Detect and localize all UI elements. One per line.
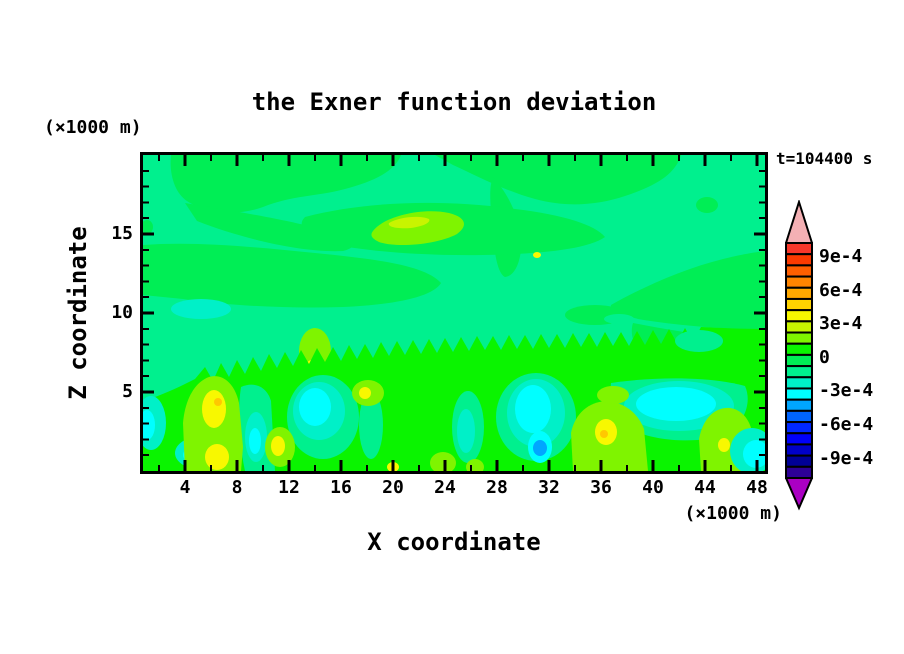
contour-blob-yellow (359, 387, 371, 399)
colorbar-tick-label: 9e-4 (819, 246, 863, 268)
colorbar (785, 200, 813, 511)
colorbar-box (785, 286, 813, 300)
colorbar-box (785, 353, 813, 368)
colorbar-box (785, 331, 813, 345)
contour-blob-aqua (457, 409, 475, 453)
contour-blob-gold (600, 430, 608, 438)
x-axis-unit-label: (×1000 m) (684, 503, 782, 524)
colorbar-box (785, 376, 813, 390)
plot-area (140, 152, 768, 474)
contour-blob-aqua (171, 299, 231, 319)
colorbar-tick-label: 3e-4 (819, 313, 863, 335)
contour-blob-yellow (205, 444, 229, 470)
contour-blob-greenU (143, 243, 441, 308)
contour-blob-yellow (271, 436, 285, 456)
contour-blob-greenU (143, 220, 153, 234)
contour-blob-greenU (185, 203, 353, 252)
x-tick-label: 24 (434, 477, 456, 498)
contour-blob-mint (359, 391, 383, 459)
colorbar-box (785, 342, 813, 356)
time-label: t=104400 s (776, 149, 873, 168)
z-axis-unit-label: (×1000 m) (44, 117, 142, 138)
x-axis-title: X coordinate (367, 528, 541, 556)
contour-blob-greenU (170, 155, 401, 213)
page-title: the Exner function deviation (251, 88, 657, 116)
contour-blob-greenU (610, 251, 765, 331)
colorbar-box (785, 320, 813, 334)
contour-blob-chartreuse (597, 386, 629, 404)
contour-blob-cyan (249, 428, 261, 454)
z-axis-title: Z coordinate (64, 226, 92, 400)
contour-blob-greenU (435, 155, 681, 205)
x-tick-label: 40 (642, 477, 664, 498)
colorbar-box (785, 275, 813, 289)
contour-blob-yellow (718, 438, 730, 452)
x-tick-label: 12 (278, 477, 300, 498)
colorbar-box (785, 387, 813, 401)
colorbar-box (785, 398, 813, 412)
x-tick-label: 16 (330, 477, 352, 498)
colorbar-box (785, 264, 813, 278)
x-tick-label: 4 (179, 477, 191, 498)
contour-blob-mint (604, 314, 634, 324)
x-tick-label: 8 (231, 477, 243, 498)
contour-blob-mint (675, 330, 723, 352)
x-tick-label: 48 (746, 477, 768, 498)
colorbar-under-arrow (785, 477, 813, 511)
contour-blob-ygreen (388, 216, 430, 229)
contour-blob-sky (533, 440, 547, 456)
z-tick-label: 15 (111, 223, 133, 244)
contour-field-svg (143, 155, 765, 471)
x-tick-label: 32 (538, 477, 560, 498)
contour-blob-chartreuse (430, 452, 456, 471)
colorbar-box (785, 421, 813, 435)
contour-blob-gold (214, 398, 222, 406)
colorbar-box (785, 253, 813, 267)
colorbar-box (785, 309, 813, 323)
contour-blob-chartreuse (371, 211, 464, 246)
colorbar-tick-label: 0 (819, 346, 830, 368)
colorbar-box (785, 432, 813, 446)
contour-blob-yellow (202, 390, 226, 428)
contour-blob-greenU (696, 197, 718, 213)
contour-blob-cyan (636, 387, 716, 421)
z-tick-label: 10 (111, 302, 133, 323)
x-tick-label: 28 (486, 477, 508, 498)
colorbar-box (785, 409, 813, 424)
x-tick-label: 44 (694, 477, 716, 498)
colorbar-tick-label: 6e-4 (819, 279, 863, 301)
x-tick-label: 20 (382, 477, 404, 498)
colorbar-box (785, 297, 813, 312)
colorbar-over-arrow (785, 200, 813, 244)
colorbar-box (785, 465, 813, 479)
colorbar-tick-label: -3e-4 (819, 380, 874, 402)
colorbar-box (785, 242, 813, 256)
x-tick-label: 36 (590, 477, 612, 498)
contour-blob-cyan (515, 385, 551, 433)
colorbar-tick-label: -6e-4 (819, 414, 874, 436)
contour-blob-cyan (743, 440, 765, 468)
contour-blob-yellow (533, 252, 541, 258)
colorbar-tick-label: -9e-4 (819, 447, 874, 469)
colorbar-box (785, 454, 813, 468)
contour-blob-cyan (143, 410, 155, 440)
contour-blob-cyan (299, 388, 331, 426)
z-tick-label: 5 (122, 381, 133, 402)
colorbar-box (785, 365, 813, 379)
colorbar-box (785, 443, 813, 457)
